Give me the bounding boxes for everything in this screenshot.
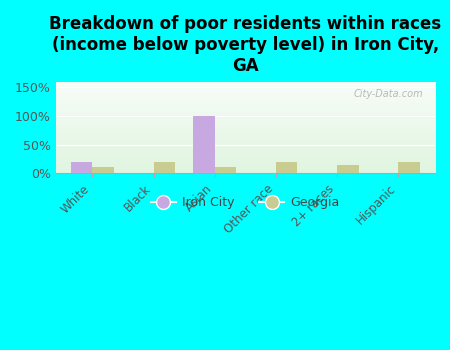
Bar bbox=[215, 167, 236, 173]
Title: Breakdown of poor residents within races
(income below poverty level) in Iron Ci: Breakdown of poor residents within races… bbox=[50, 15, 441, 75]
Legend: Iron City, Georgia: Iron City, Georgia bbox=[146, 191, 345, 215]
Bar bbox=[92, 167, 114, 173]
Bar bbox=[71, 162, 92, 173]
Bar bbox=[276, 162, 297, 173]
Bar bbox=[337, 164, 359, 173]
Bar bbox=[398, 162, 420, 173]
Bar bbox=[194, 116, 215, 173]
Bar bbox=[276, 162, 297, 173]
Bar bbox=[215, 167, 236, 173]
Bar bbox=[153, 162, 175, 173]
Bar bbox=[71, 162, 92, 173]
Bar bbox=[92, 167, 114, 173]
Bar bbox=[153, 162, 175, 173]
Text: City-Data.com: City-Data.com bbox=[354, 89, 423, 99]
Bar bbox=[194, 116, 215, 173]
Bar bbox=[398, 162, 420, 173]
Bar bbox=[337, 164, 359, 173]
